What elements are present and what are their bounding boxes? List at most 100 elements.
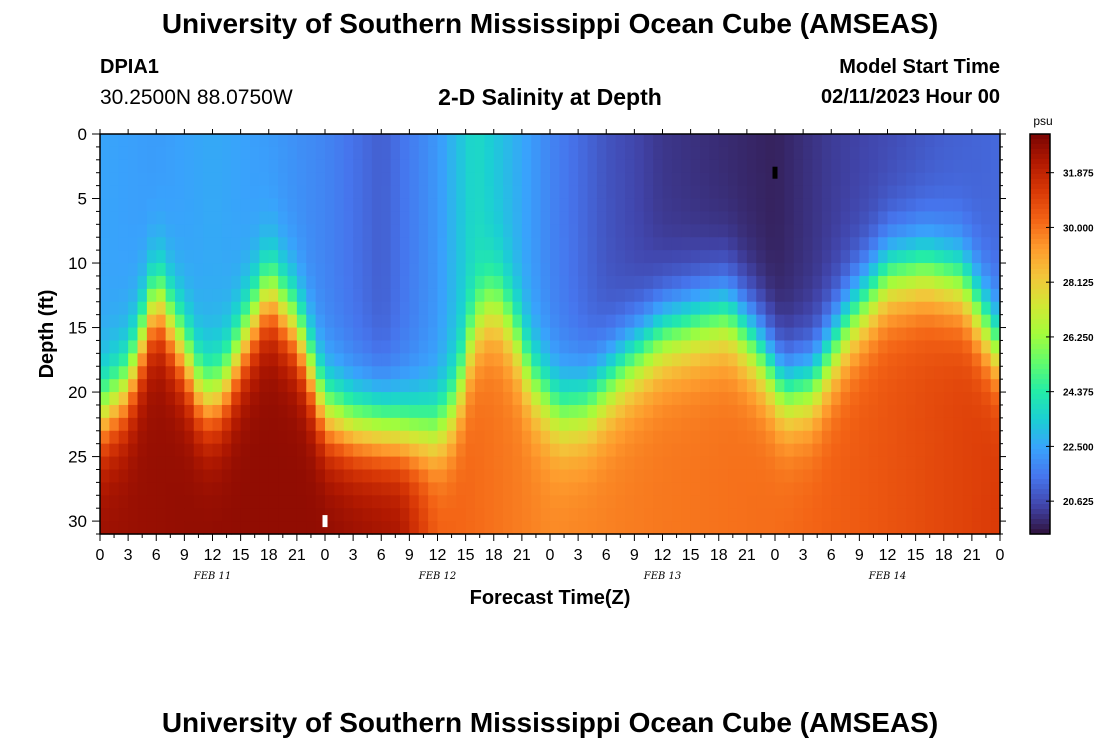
heatmap-cell: [400, 288, 410, 303]
heatmap-cell: [531, 443, 542, 458]
heatmap-cell: [953, 404, 964, 419]
heatmap-cell: [381, 275, 392, 290]
heatmap-cell: [934, 366, 945, 380]
chart-title: 2-D Salinity at Depth: [438, 84, 662, 110]
heatmap-cell: [915, 301, 926, 316]
heatmap-cell: [343, 417, 354, 432]
heatmap-cell: [606, 417, 617, 432]
heatmap-cell: [943, 263, 954, 277]
heatmap-cell: [906, 237, 917, 251]
heatmap-cell: [334, 314, 345, 329]
heatmap-cell: [737, 495, 748, 509]
heatmap-cell: [643, 250, 654, 264]
heatmap-cell: [671, 172, 682, 187]
heatmap-cell: [906, 495, 917, 509]
colorbar-band: [1030, 309, 1050, 315]
heatmap-cell: [437, 250, 448, 264]
heatmap-cell: [821, 417, 832, 432]
heatmap-cell: [709, 211, 720, 225]
heatmap-cell: [596, 340, 607, 354]
heatmap-cell: [203, 224, 214, 238]
heatmap-cell: [784, 224, 795, 238]
heatmap-cell: [990, 366, 1001, 380]
heatmap-cell: [306, 340, 317, 354]
heatmap-cell: [859, 146, 870, 161]
heatmap-cell: [953, 263, 964, 277]
heatmap-cell: [578, 159, 589, 174]
heatmap-cell: [128, 288, 139, 303]
heatmap-cell: [268, 134, 279, 148]
heatmap-cell: [728, 301, 739, 316]
heatmap-cell: [325, 288, 335, 303]
heatmap-cell: [278, 430, 289, 445]
heatmap-cell: [315, 211, 326, 225]
heatmap-cell: [671, 250, 682, 264]
colorbar-band: [1030, 259, 1050, 265]
heatmap-cell: [559, 495, 570, 509]
heatmap-cell: [540, 172, 551, 187]
heatmap-cell: [418, 417, 429, 432]
heatmap-cell: [362, 327, 373, 342]
heatmap-cell: [615, 521, 626, 535]
heatmap-cell: [100, 392, 110, 406]
heatmap-cell: [493, 495, 504, 509]
heatmap-cell: [775, 456, 785, 471]
heatmap-cell: [784, 469, 795, 483]
heatmap-cell: [381, 327, 392, 342]
heatmap-cell: [475, 417, 485, 432]
heatmap-cell: [184, 404, 195, 419]
heatmap-cell: [906, 430, 917, 445]
heatmap-cell: [268, 301, 279, 316]
heatmap-cell: [156, 379, 167, 393]
heatmap-cell: [184, 379, 195, 393]
heatmap-cell: [371, 275, 382, 290]
heatmap-cell: [306, 224, 317, 238]
heatmap-cell: [850, 521, 860, 535]
heatmap-cell: [503, 211, 514, 225]
heatmap-cell: [118, 417, 129, 432]
heatmap-cell: [596, 430, 607, 445]
heatmap-cell: [287, 404, 298, 419]
heatmap-cell: [325, 366, 335, 380]
heatmap-cell: [662, 521, 673, 535]
heatmap-cell: [231, 340, 242, 354]
heatmap-cell: [643, 288, 654, 303]
heatmap-cell: [859, 443, 870, 458]
heatmap-cell: [109, 392, 120, 406]
heatmap-cell: [240, 288, 251, 303]
heatmap-cell: [437, 301, 448, 316]
heatmap-cell: [193, 456, 204, 471]
heatmap-cell: [568, 495, 579, 509]
heatmap-cell: [718, 275, 729, 290]
heatmap-cell: [671, 237, 682, 251]
heatmap-cell: [484, 185, 495, 200]
heatmap-cell: [221, 288, 232, 303]
heatmap-cell: [118, 146, 129, 161]
heatmap-cell: [137, 521, 148, 535]
heatmap-cell: [484, 224, 495, 238]
heatmap-cell: [390, 224, 401, 238]
heatmap-cell: [812, 198, 823, 213]
heatmap-cell: [559, 430, 570, 445]
heatmap-cell: [175, 185, 185, 200]
heatmap-cell: [203, 301, 214, 316]
heatmap-cell: [418, 275, 429, 290]
heatmap-cell: [803, 159, 814, 174]
heatmap-cell: [334, 353, 345, 367]
heatmap-cell: [371, 404, 382, 419]
heatmap-cell: [643, 456, 654, 471]
heatmap-cell: [681, 469, 692, 483]
heatmap-cell: [662, 198, 673, 213]
heatmap-cell: [662, 250, 673, 264]
heatmap-cell: [568, 237, 579, 251]
heatmap-cell: [568, 146, 579, 161]
heatmap-cell: [250, 172, 260, 187]
heatmap-cell: [409, 430, 420, 445]
heatmap-cell: [859, 508, 870, 522]
heatmap-cell: [803, 172, 814, 187]
heatmap-cell: [231, 508, 242, 522]
heatmap-cell: [100, 482, 110, 496]
heatmap-cell: [137, 404, 148, 419]
heatmap-cell: [953, 379, 964, 393]
heatmap-cell: [259, 275, 270, 290]
